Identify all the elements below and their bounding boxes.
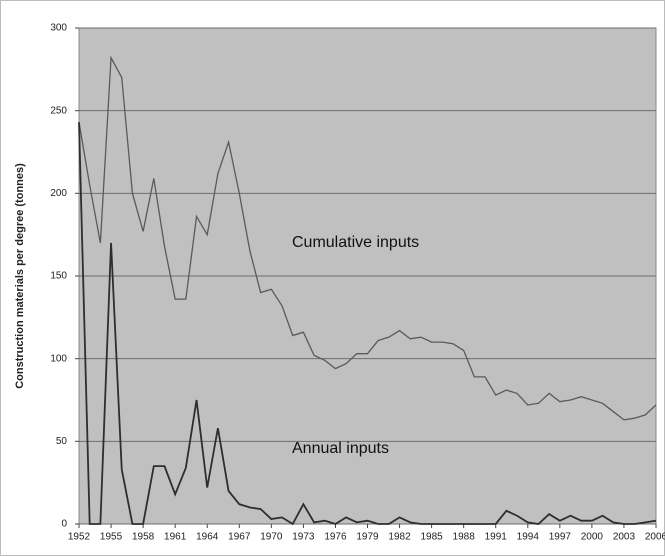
x-tick-label: 2000 [581,532,604,543]
y-tick-label: 200 [50,188,67,199]
x-tick-label: 1958 [132,532,155,543]
series-line [78,55,657,421]
x-tick-label: 1952 [68,532,91,543]
series-annotation: Annual inputs [292,440,389,457]
x-tick-label: 1985 [420,532,443,543]
y-tick-label: 250 [50,105,67,116]
x-tick-label: 1994 [517,532,540,543]
x-tick-label: 1991 [485,532,508,543]
x-tick-label: 1979 [356,532,379,543]
x-tick-label: 1982 [388,532,411,543]
x-tick-label: 1961 [164,532,187,543]
x-tick-label: 1976 [324,532,347,543]
y-tick-label: 100 [50,353,67,364]
x-tick-label: 1967 [228,532,251,543]
x-tick-label: 2006 [645,532,665,543]
x-tick-label: 1955 [100,532,123,543]
y-tick-label: 300 [50,23,67,34]
y-tick-label: 0 [61,519,67,530]
series-line [78,122,657,526]
x-tick-label: 1970 [260,532,283,543]
x-tick-label: 1973 [292,532,315,543]
x-tick-label: 1988 [453,532,476,543]
y-axis-label: Construction materials per degree (tonne… [14,163,26,389]
y-tick-label: 150 [50,271,67,282]
y-tick-label: 50 [56,436,68,447]
x-tick-label: 1964 [196,532,219,543]
x-tick-label: 2003 [613,532,636,543]
series-annotation: Cumulative inputs [292,234,419,251]
x-tick-label: 1997 [549,532,572,543]
